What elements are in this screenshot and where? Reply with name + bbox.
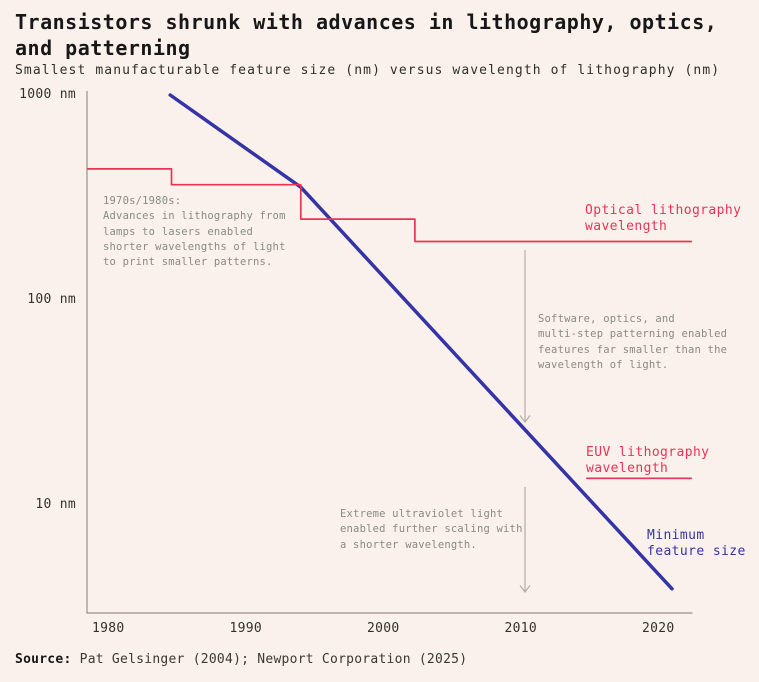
chart-subtitle: Smallest manufacturable feature size (nm… [15,63,721,78]
down-arrow-icon [519,250,531,423]
minimum-feature-size-series-label: Minimum feature size [647,528,746,559]
y-tick-label: 1000 nm [19,87,76,102]
y-tick-label: 100 nm [27,292,76,307]
x-tick-label: 2000 [367,621,400,636]
page-title: Transistors shrunk with advances in lith… [15,10,718,60]
x-tick-label: 1980 [92,621,125,636]
optical-lithography-wavelength-line [86,168,693,243]
down-arrow-icon [519,487,531,593]
y-tick-label: 10 nm [35,497,76,512]
euv-wavelength-series-label: EUV lithography wavelength [586,445,710,476]
source-line: Source: Pat Gelsinger (2004); Newport Co… [15,652,467,667]
source-text: Pat Gelsinger (2004); Newport Corporatio… [71,652,468,667]
optical-wavelength-series-label: Optical lithography wavelength [585,203,742,234]
source-prefix: Source: [15,652,72,667]
annotation-lithography-advances: 1970s/1980s: Advances in lithography fro… [103,195,286,269]
x-tick-label: 2020 [642,621,675,636]
annotation-multi-step-patterning: Software, optics, and multi-step pattern… [538,313,728,371]
axes [86,91,693,614]
x-tick-label: 2010 [504,621,538,636]
x-tick-label: 1990 [229,621,263,636]
annotation-euv-scaling: Extreme ultraviolet light enabled furthe… [340,508,523,551]
